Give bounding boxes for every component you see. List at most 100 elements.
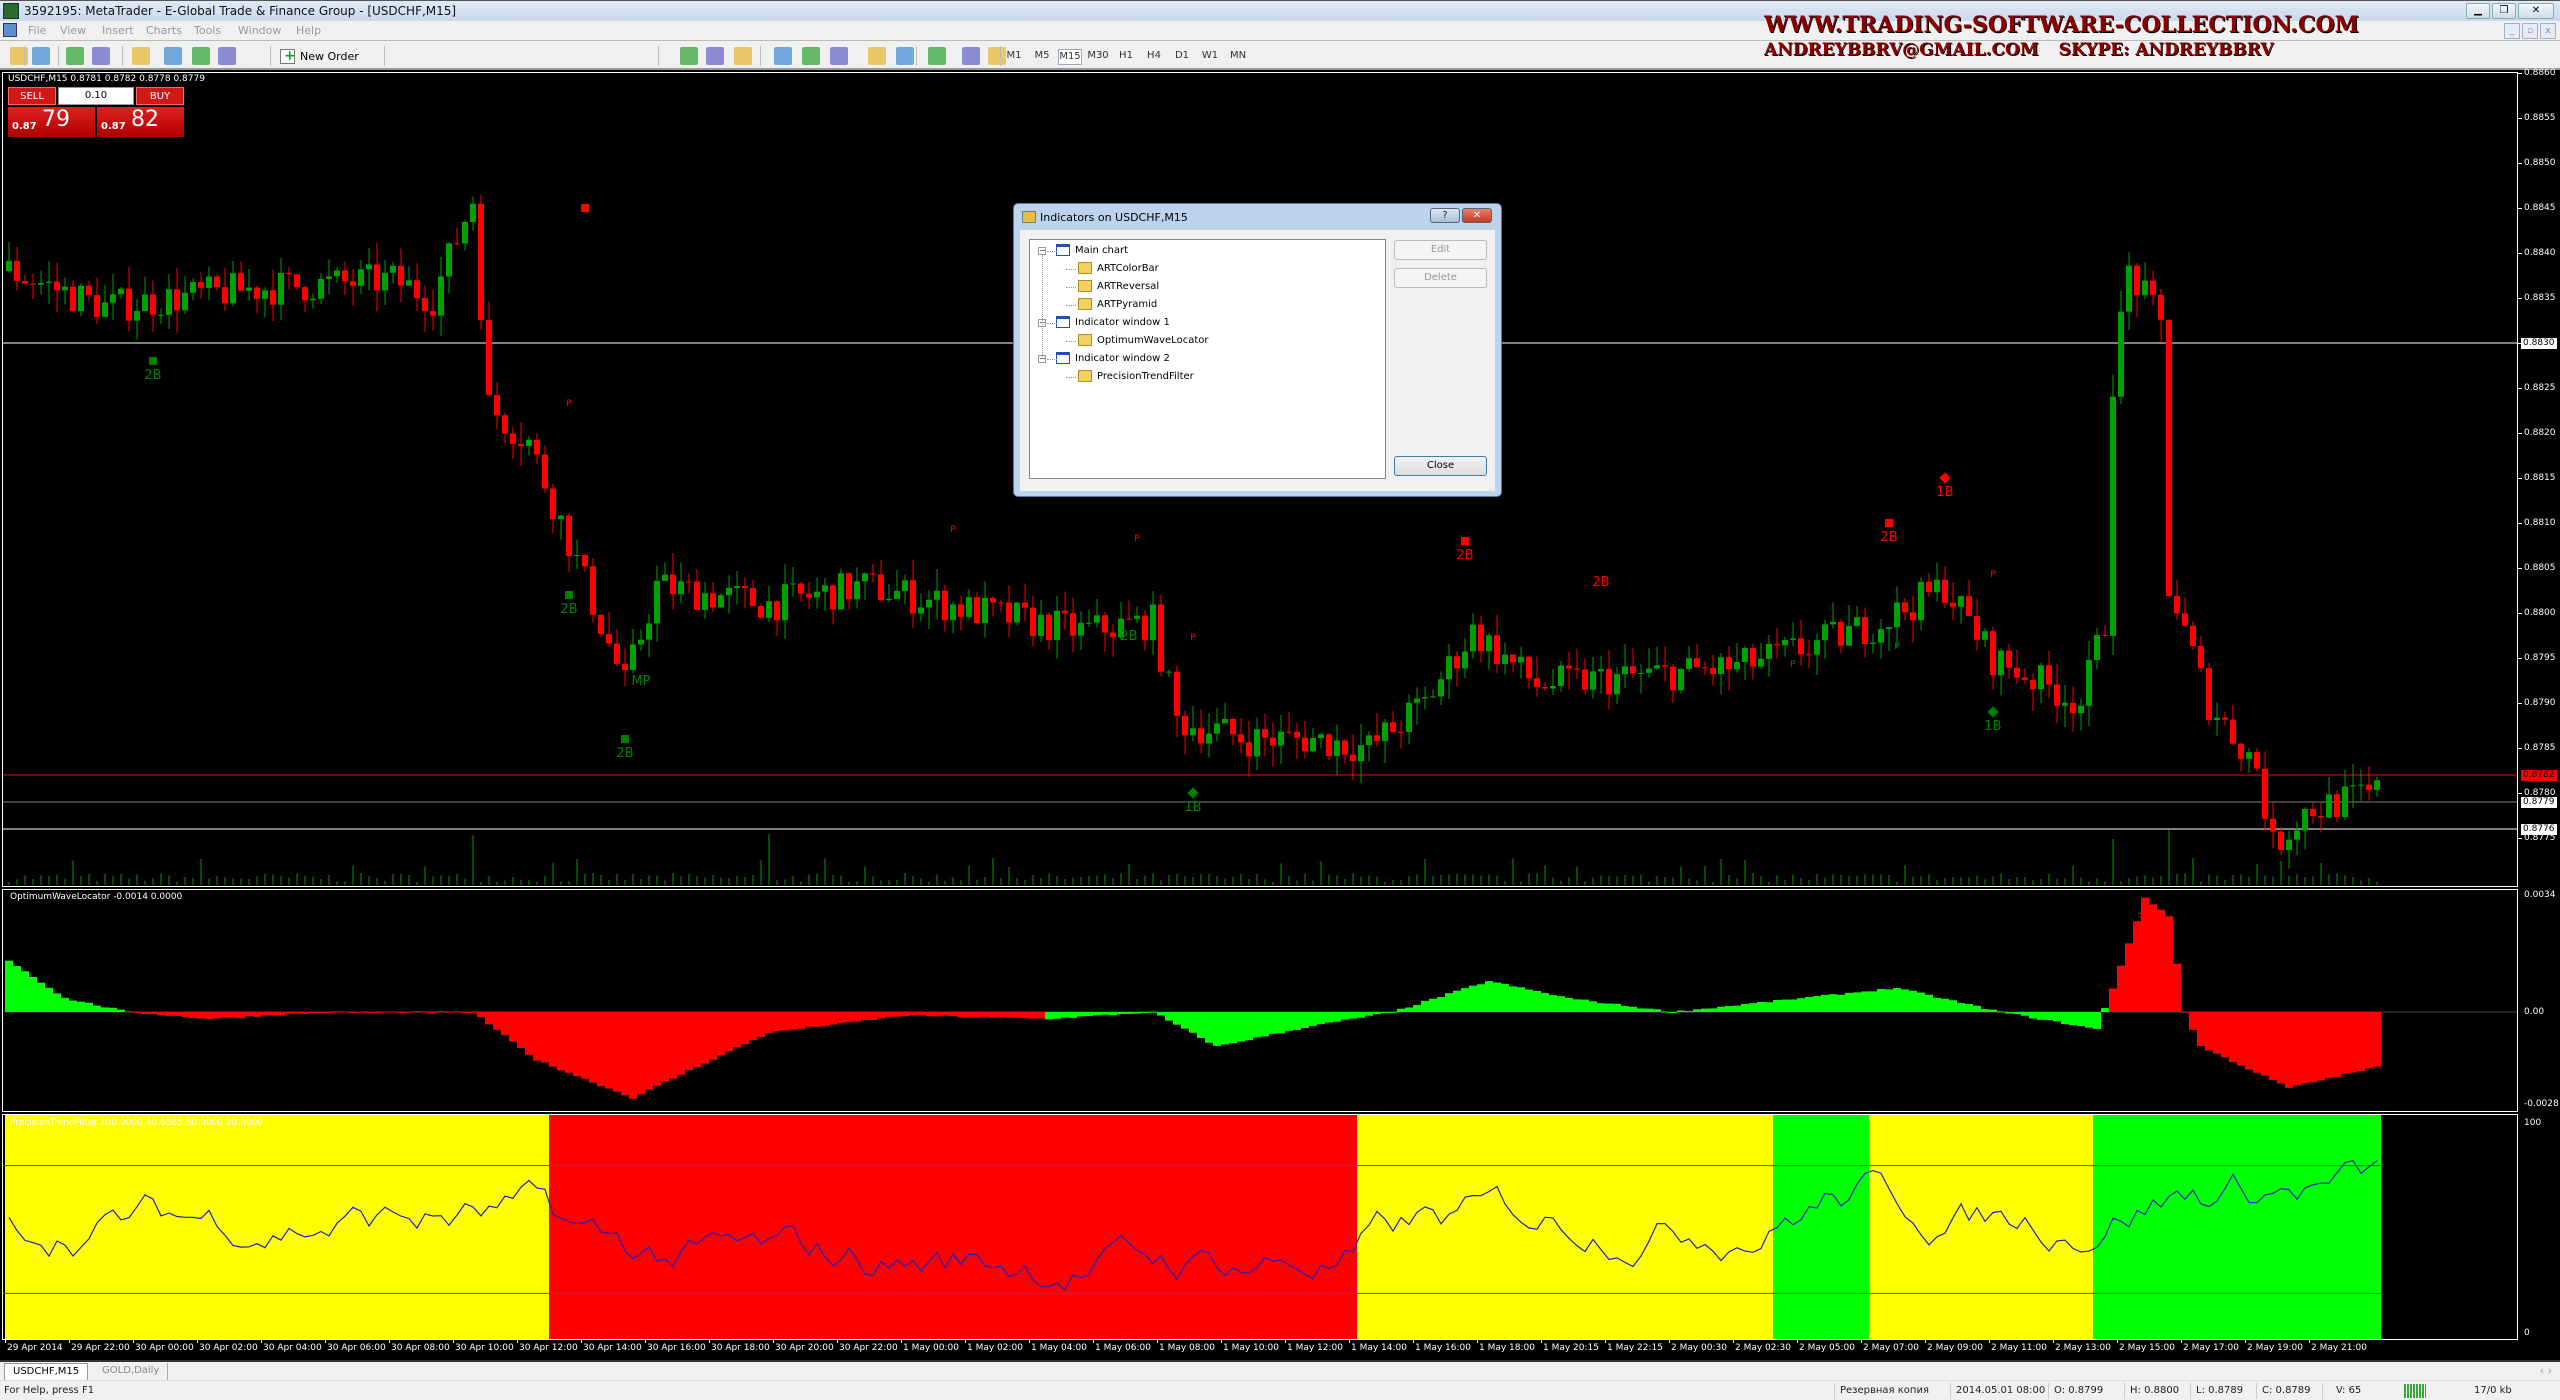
timeframe-h1[interactable]: H1 [1119,50,1133,61]
strategy-tester-icon[interactable] [988,47,1006,65]
zoom-in-icon[interactable] [774,47,792,65]
tree-node-indicator[interactable]: PrecisionTrendFilter [1078,370,1194,384]
trendline-icon[interactable] [522,47,540,65]
dialog-close-button[interactable]: Close [1394,456,1487,476]
arrows-icon[interactable] [636,47,654,65]
timeframe-m15[interactable]: M15 [1058,49,1082,65]
timeframe-mn[interactable]: MN [1229,50,1247,61]
menu-help[interactable]: Help [296,24,322,37]
histogram-bar [1461,988,1469,1012]
timeframe-m5[interactable]: M5 [1034,50,1050,61]
profiles-icon[interactable] [92,47,110,65]
new-chart-icon[interactable] [66,47,84,65]
new-order-button[interactable]: New Order [278,47,359,66]
periods-icon[interactable] [928,47,946,65]
close-button[interactable]: ✕ [2518,3,2554,19]
tree-node-indicator[interactable]: ARTColorBar [1078,262,1159,276]
candle [2182,597,2188,627]
indicator-window-2[interactable] [2,1114,2518,1340]
crosshair-icon[interactable] [426,47,444,65]
histogram-bar [1277,1012,1285,1034]
candle-body [350,281,356,286]
restore-button[interactable]: ❐ [2492,3,2516,19]
collapse-toggle[interactable]: − [1038,246,1046,255]
vertical-line-icon[interactable] [466,47,484,65]
edit-button[interactable]: Edit [1394,240,1487,260]
bid-price[interactable]: 0.87 79 [8,107,95,137]
chart-menu-icon[interactable] [3,23,17,37]
timeframe-m30[interactable]: M30 [1087,50,1109,61]
tree-node-window[interactable]: Main chart [1056,244,1128,258]
time-axis-label: 1 May 10:00 [1223,1343,1279,1353]
navigator-icon[interactable] [164,47,182,65]
status-profile[interactable]: Резервная копия [1840,1385,1929,1396]
indicators-icon[interactable] [896,47,914,65]
tree-node-label: ARTPyramid [1097,299,1158,310]
mdi-close-button[interactable]: x [2540,23,2556,39]
bar-chart-icon[interactable] [680,47,698,65]
favorites-icon[interactable] [192,47,210,65]
candle-body [1206,733,1212,744]
tab-scroll-arrows[interactable]: ‹ › [2539,1364,2552,1377]
histogram-bar [365,1012,373,1013]
timeframe-w1[interactable]: W1 [1201,50,1219,61]
auto-scroll-icon[interactable] [830,47,848,65]
connection-status-icon[interactable] [2404,1384,2426,1398]
tree-node-indicator[interactable]: OptimumWaveLocator [1078,334,1208,348]
trend-zone [1869,1115,2101,1339]
indicator-window-1[interactable] [2,889,2518,1112]
candle [2046,651,2052,699]
delete-button[interactable]: Delete [1394,268,1487,288]
time-axis-label: 29 Apr 22:00 [71,1343,130,1353]
menu-charts[interactable]: Charts [146,24,182,37]
market-watch-icon[interactable] [132,47,150,65]
print-icon[interactable] [10,47,28,65]
candle-body [2278,831,2284,850]
menu-insert[interactable]: Insert [102,24,134,37]
dialog-title: Indicators on USDCHF,M15 [1040,211,1188,224]
histogram-bar [5,960,13,1012]
dialog-close-x-button[interactable]: ✕ [1462,208,1492,223]
histogram-bar [2205,1012,2213,1051]
ask-price[interactable]: 0.87 82 [97,107,184,137]
minimize-button[interactable]: ▁ [2466,3,2490,19]
cursor-icon[interactable] [396,47,414,65]
mdi-restore-button[interactable]: ▫ [2522,23,2538,39]
timeframe-h4[interactable]: H4 [1147,50,1161,61]
candle-body [766,601,772,618]
dialog-help-button[interactable]: ? [1430,208,1460,223]
channel-icon[interactable] [548,47,566,65]
main-chart-pane[interactable] [2,72,2518,887]
print-preview-icon[interactable] [32,47,50,65]
tree-node-indicator[interactable]: ARTReversal [1078,280,1159,294]
tree-node-window[interactable]: Indicator window 2 [1056,352,1170,366]
status-close: C: 0.8789 [2262,1385,2311,1396]
tree-node-indicator[interactable]: ARTPyramid [1078,298,1157,312]
tree-node-window[interactable]: Indicator window 1 [1056,316,1170,330]
chart-tab[interactable]: GOLD,Daily [94,1363,169,1380]
sell-button[interactable]: SELL [8,87,56,105]
histogram-bar [1453,990,1461,1012]
timeframe-m1[interactable]: M1 [1006,50,1022,61]
menu-tools[interactable]: Tools [194,24,222,37]
candle-body [1422,697,1428,699]
candlestick-icon[interactable] [706,47,724,65]
terminal-icon[interactable] [218,47,236,65]
horizontal-line-icon[interactable] [494,47,512,65]
chart-shift-icon[interactable] [868,47,886,65]
menu-window[interactable]: Window [238,24,282,37]
label-icon[interactable] [604,47,622,65]
zoom-out-icon[interactable] [802,47,820,65]
menu-view[interactable]: View [60,24,87,37]
buy-button[interactable]: BUY [136,87,184,105]
candle-body [1846,625,1852,646]
chart-tab[interactable]: USDCHF,M15 [4,1363,89,1380]
line-chart-icon[interactable] [734,47,752,65]
templates-icon[interactable] [962,47,980,65]
text-icon[interactable] [576,47,594,65]
menu-file[interactable]: File [28,24,47,37]
timeframe-d1[interactable]: D1 [1174,50,1190,61]
candle-body [54,281,60,291]
lot-size-input[interactable]: 0.10 [58,87,134,105]
mdi-minimize-button[interactable]: _ [2504,23,2520,39]
